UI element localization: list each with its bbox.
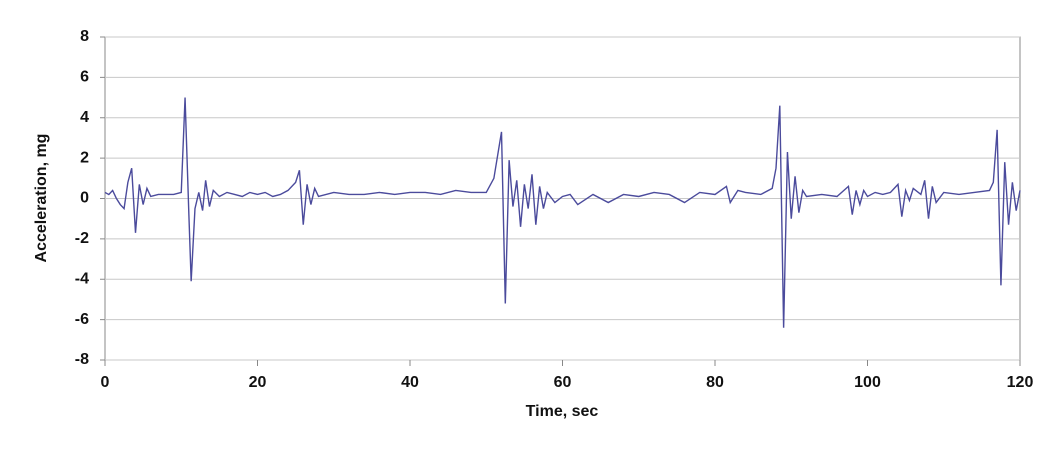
x-tick-label: 100 xyxy=(854,374,881,391)
y-tick-label: 4 xyxy=(80,109,89,126)
y-tick-label: 8 xyxy=(80,28,89,45)
y-axis-title: Acceleration, mg xyxy=(33,134,50,263)
x-tick-label: 80 xyxy=(706,374,724,391)
y-tick-label: 6 xyxy=(80,69,89,86)
x-tick-label: 60 xyxy=(554,374,572,391)
y-tick-label: -8 xyxy=(75,351,89,368)
data-line xyxy=(104,97,1021,328)
x-axis-title: Time, sec xyxy=(526,403,599,420)
y-tick-label: -2 xyxy=(75,230,89,247)
x-tick-label: 40 xyxy=(401,374,419,391)
x-tick-label: 20 xyxy=(249,374,267,391)
y-tick-label: 0 xyxy=(80,190,89,207)
y-tick-label: 2 xyxy=(80,149,89,166)
x-tick-label: 120 xyxy=(1007,374,1034,391)
x-tick-label: 0 xyxy=(101,374,110,391)
y-tick-label: -6 xyxy=(75,311,89,328)
y-tick-label: -4 xyxy=(75,270,89,287)
